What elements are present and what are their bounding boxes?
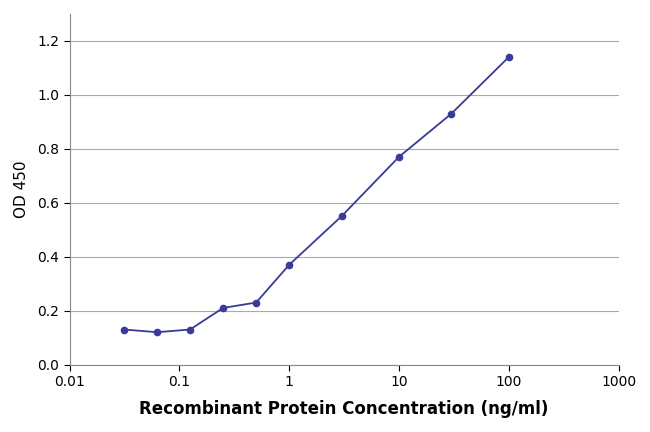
Y-axis label: OD 450: OD 450 [14, 160, 29, 218]
X-axis label: Recombinant Protein Concentration (ng/ml): Recombinant Protein Concentration (ng/ml… [139, 400, 549, 418]
